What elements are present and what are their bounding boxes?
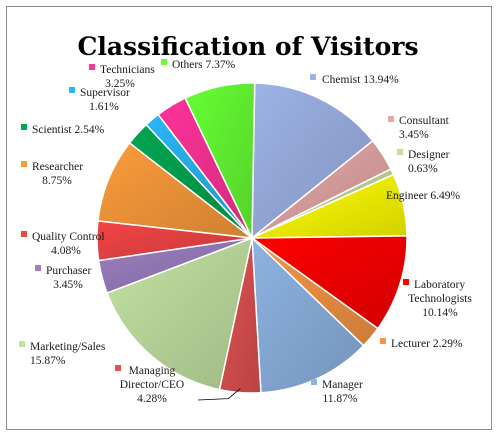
data-label-consultant: Consultant 3.45% [399, 115, 450, 141]
data-label-marketing-sales: Marketing/Sales 15.87% [30, 341, 106, 367]
label-scientist: Scientist 2.54% [21, 124, 105, 136]
legend-key-designer [397, 149, 403, 155]
legend-key-supervisor [69, 87, 75, 93]
data-label-supervisor: Supervisor 1.61% [80, 87, 130, 113]
legend-key-others [161, 59, 167, 65]
label-marketing-sales: Marketing/Sales 15.87% [19, 341, 106, 367]
label-researcher: Researcher 8.75% [21, 161, 83, 187]
legend-key-chemist [310, 74, 316, 80]
label-lecturer: Lecturer 2.29% [380, 338, 463, 350]
label-purchaser: Purchaser 3.45% [35, 265, 92, 291]
leader-line-managing-director [197, 388, 241, 401]
chart-title: Classification of Visitors [77, 32, 418, 61]
legend-key-marketing-sales [19, 341, 25, 347]
data-label-lecturer: Lecturer 2.29% [391, 338, 463, 350]
legend-key-laboratory-technologists [403, 279, 409, 285]
data-label-manager: Manager 11.87% [322, 379, 363, 405]
slice-others [184, 82, 256, 239]
slice-labels: Chemist 13.94% Consultant 3.45% Designer 0.6… [19, 59, 472, 405]
label-quality-control: Quality Control 4.08% [21, 231, 105, 257]
data-label-chemist: Chemist 13.94% [322, 74, 399, 86]
label-technicians: Technicians 3.25% [89, 64, 155, 90]
legend-key-purchaser [35, 265, 41, 271]
label-consultant: Consultant 3.45% [388, 115, 450, 141]
legend-key-consultant [388, 116, 394, 122]
legend-key-managing-director-ceo [115, 365, 121, 371]
slice-laboratory-technologists [249, 235, 408, 330]
slice-researcher [97, 141, 255, 240]
label-engineer: Engineer 6.49% [386, 190, 461, 202]
data-label-scientist: Scientist 2.54% [32, 124, 105, 136]
label-designer: Designer 0.63% [397, 149, 450, 175]
legend-key-scientist [21, 124, 27, 130]
label-laboratory-technologists: Laboratory Technologists 10.14% [403, 279, 472, 319]
data-label-managing-director-ceo: Managing Director/CEO 4.28% [120, 365, 185, 405]
legend-key-manager [311, 379, 317, 385]
label-managing-director-ceo: Managing Director/CEO 4.28% [115, 365, 184, 405]
data-label-engineer: Engineer 6.49% [386, 190, 461, 202]
label-supervisor: Supervisor 1.61% [69, 87, 130, 113]
slice-manager [251, 236, 365, 394]
label-chemist: Chemist 13.94% [310, 74, 399, 86]
data-label-quality-control: Quality Control 4.08% [32, 231, 105, 257]
data-label-purchaser: Purchaser 3.45% [46, 265, 92, 291]
leader-lines [197, 388, 241, 401]
label-manager: Manager 11.87% [311, 379, 363, 405]
legend-key-technicians [89, 64, 95, 70]
data-label-laboratory-technologists: Laboratory Technologists 10.14% [408, 279, 472, 319]
data-label-technicians: Technicians 3.25% [100, 64, 155, 90]
slice-marketing-sales [106, 236, 254, 391]
legend-key-quality-control [21, 231, 27, 237]
pie-slices [96, 82, 408, 394]
legend-key-researcher [21, 161, 27, 167]
legend-key-lecturer [380, 338, 386, 344]
label-others: Others 7.37% [161, 59, 236, 71]
data-label-designer: Designer 0.63% [408, 149, 450, 175]
data-label-others: Others 7.37% [172, 59, 236, 71]
data-label-researcher: Researcher 8.75% [32, 161, 83, 187]
slice-chemist [251, 82, 374, 240]
